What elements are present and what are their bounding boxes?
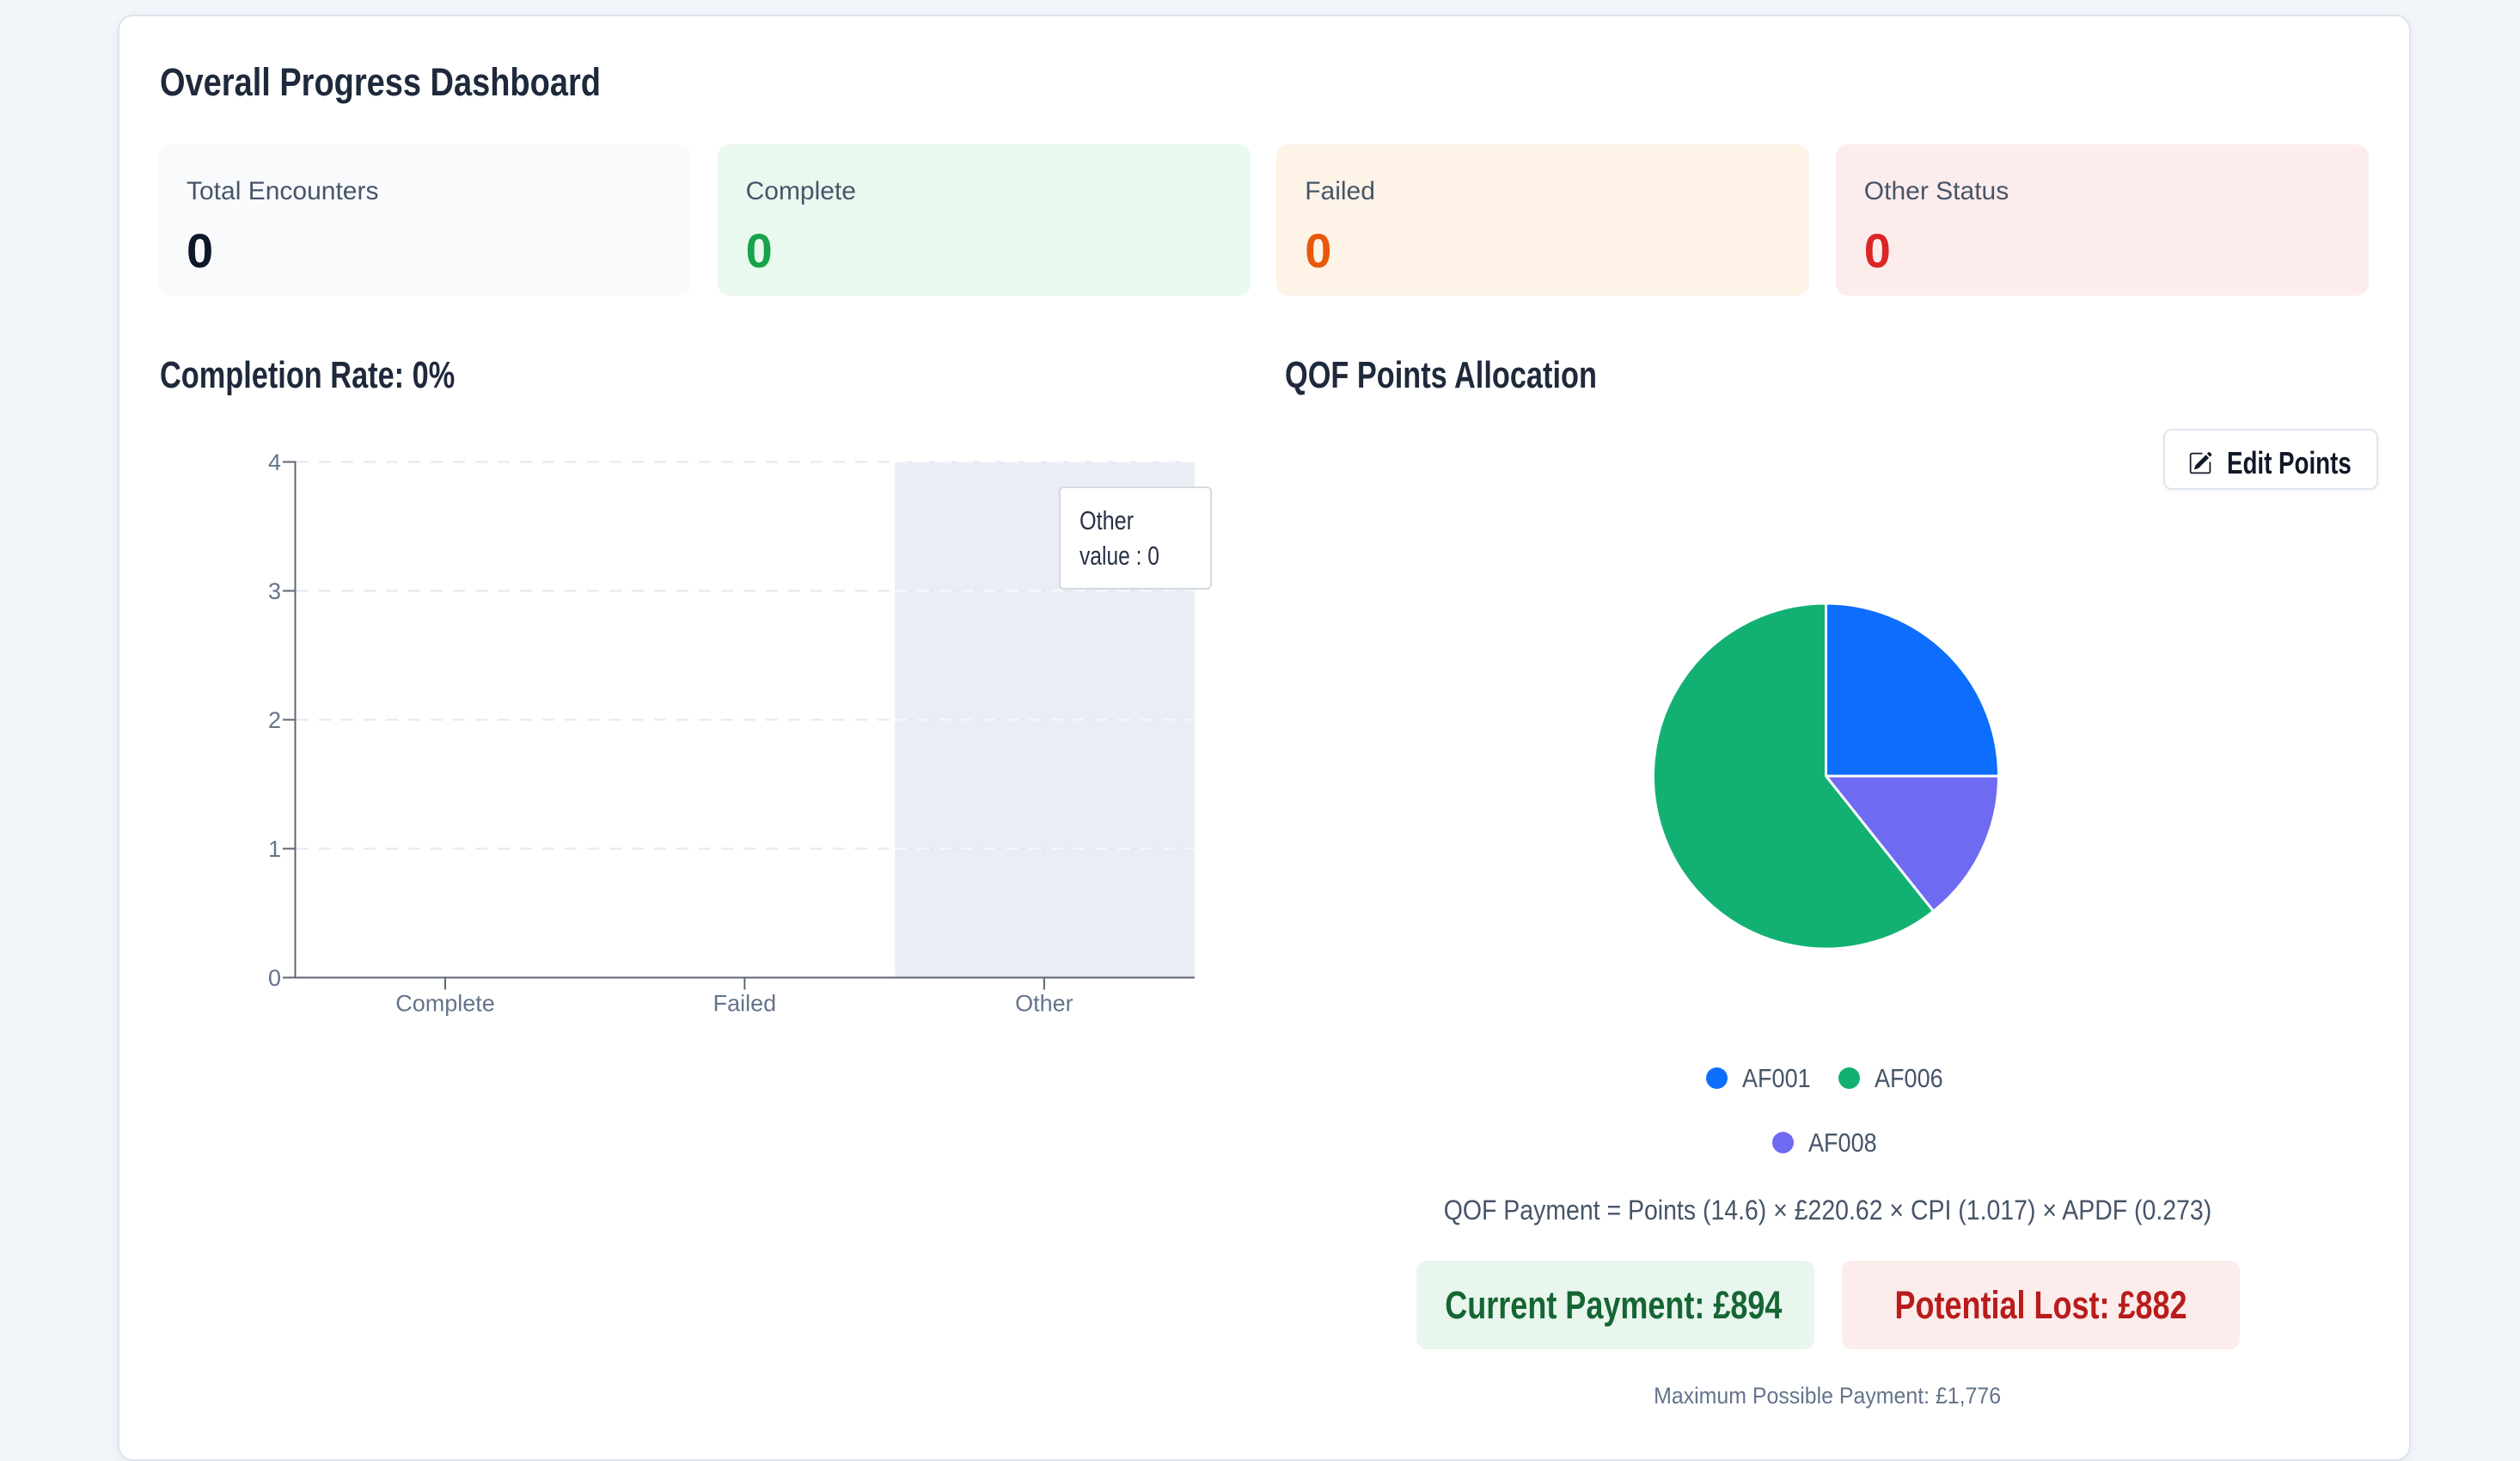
svg-text:Failed: Failed	[713, 990, 777, 1016]
svg-text:3: 3	[268, 578, 281, 604]
svg-text:1: 1	[268, 836, 281, 862]
svg-text:Other: Other	[1015, 990, 1073, 1016]
svg-text:Other: Other	[1080, 505, 1134, 535]
svg-text:2: 2	[268, 707, 281, 733]
svg-text:value : 0: value : 0	[1080, 541, 1159, 571]
svg-text:4: 4	[268, 449, 281, 475]
svg-text:Complete: Complete	[395, 990, 495, 1016]
svg-text:0: 0	[268, 965, 281, 991]
